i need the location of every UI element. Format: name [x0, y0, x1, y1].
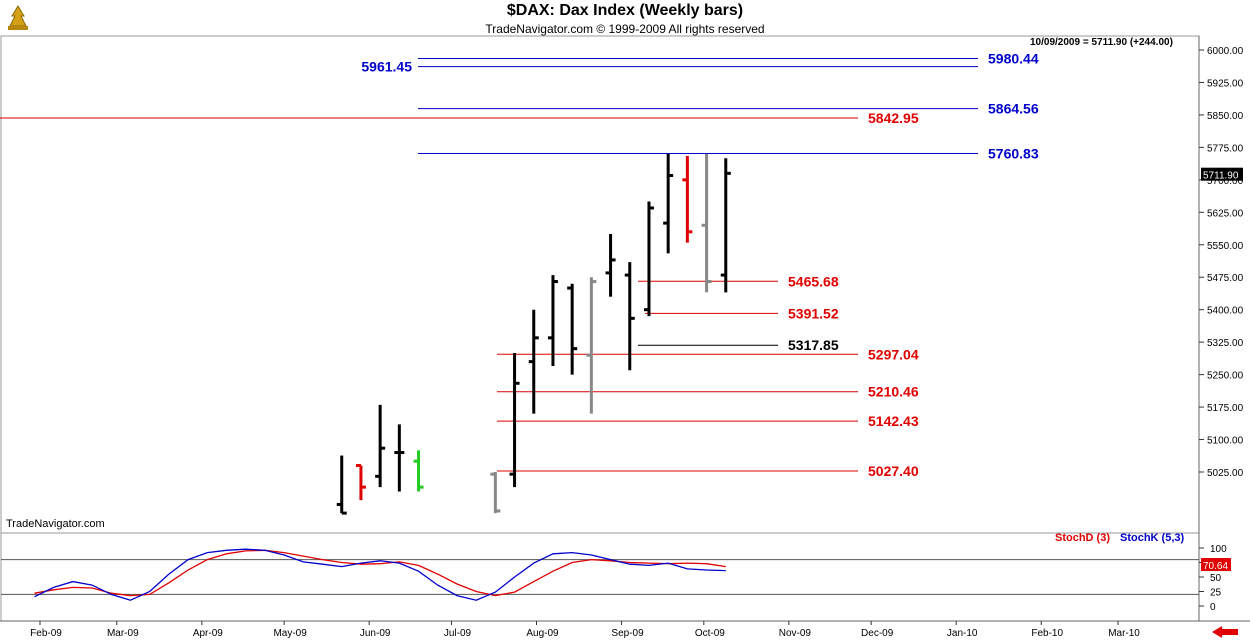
time-tick-label: Jun-09 — [360, 628, 391, 639]
price-tick-label: 5925.00 — [1207, 78, 1244, 89]
level-label: 5391.52 — [788, 305, 839, 321]
ohlc-bar — [605, 233, 616, 297]
ohlc-bar — [375, 404, 386, 488]
level-label: 5317.85 — [788, 337, 839, 353]
time-tick-label: Jan-10 — [947, 628, 978, 639]
time-tick-label: Jul-09 — [444, 628, 472, 639]
chart-subtitle: TradeNavigator.com © 1999-2009 All right… — [485, 22, 765, 36]
time-tick-label: Nov-09 — [779, 628, 812, 639]
ohlc-bar — [509, 352, 520, 488]
time-tick-label: Feb-10 — [1031, 628, 1063, 639]
time-tick-label: May-09 — [273, 628, 307, 639]
stoch-tick-label: 100 — [1210, 544, 1227, 555]
level-label: 5864.56 — [988, 101, 1039, 117]
ohlc-bar — [490, 472, 501, 514]
price-tick-label: 5775.00 — [1207, 143, 1244, 154]
level-label: 5980.44 — [988, 50, 1039, 66]
price-axis[interactable]: 6000.00 5925.00 5850.00 5775.00 5700.00 5625.… — [1199, 46, 1244, 479]
time-tick-label: Mar-09 — [107, 628, 139, 639]
price-tick-label: 5025.00 — [1207, 468, 1244, 479]
stochastic-panel: 100755025070.64 — [1, 544, 1231, 613]
main-plot-frame — [0, 35, 1200, 534]
ohlc-bar — [624, 262, 635, 371]
price-tick-label: 5325.00 — [1207, 338, 1244, 349]
price-tick-label: 5700.00 — [1207, 176, 1244, 187]
stoch-tick-label: 0 — [1210, 602, 1216, 613]
stoch-tick-label: 50 — [1210, 573, 1222, 584]
level-label: 5842.95 — [868, 110, 919, 126]
price-tick-label: 5550.00 — [1207, 241, 1244, 252]
time-tick-label: Oct-09 — [695, 628, 725, 639]
time-tick-label: Aug-09 — [526, 628, 559, 639]
time-tick-label: Feb-09 — [30, 628, 62, 639]
price-tick-label: 5850.00 — [1207, 111, 1244, 122]
stoch-last-value-label: 70.64 — [1203, 561, 1228, 572]
price-tick-label: 5400.00 — [1207, 306, 1244, 317]
ohlc-bar — [336, 455, 347, 515]
price-tick-label: 5175.00 — [1207, 403, 1244, 414]
scroll-left-arrow-icon[interactable] — [1210, 625, 1240, 639]
level-label: 5465.68 — [788, 273, 839, 289]
indicator-plot-frame — [0, 532, 1200, 622]
legend-stochd: StochD (3) — [1055, 532, 1110, 544]
time-tick-label: Sep-09 — [611, 628, 644, 639]
ohlc-bar — [394, 424, 405, 492]
legend-stochk: StochK (5,3) — [1120, 532, 1185, 544]
ohlc-bar — [567, 283, 578, 375]
price-tick-label: 5250.00 — [1207, 371, 1244, 382]
price-tick-label: 5100.00 — [1207, 436, 1244, 447]
trade-navigator-logo-icon[interactable] — [4, 4, 32, 32]
ohlc-bar — [413, 450, 424, 492]
ohlc-bar — [528, 309, 539, 414]
ohlc-bar — [663, 153, 674, 254]
time-tick-label: Apr-09 — [193, 628, 223, 639]
ohlc-bar — [586, 277, 597, 414]
time-axis[interactable]: Feb-09 Mar-09 Apr-09 May-09 Jun-09 Jul-09 Aug-… — [30, 621, 1140, 639]
level-lines: 5980.44 5961.45 5864.56 5842.95 5760.83 5465.… — [0, 50, 1039, 479]
price-tick-label: 5625.00 — [1207, 208, 1244, 219]
last-price-label: 5711.90 — [1203, 171, 1239, 182]
ohlc-bar — [682, 156, 693, 243]
stoch-series-line — [34, 549, 726, 597]
level-label: 5142.43 — [868, 413, 919, 429]
stoch-series-line — [34, 548, 726, 601]
level-label: 5210.46 — [868, 384, 919, 400]
ohlc-bars — [336, 153, 731, 515]
ohlc-bar — [720, 158, 731, 293]
last-price-box — [1201, 167, 1243, 181]
stoch-last-value-box — [1201, 558, 1231, 572]
time-tick-label: Dec-09 — [861, 628, 894, 639]
level-label: 5760.83 — [988, 146, 1039, 162]
level-label: 5961.45 — [361, 59, 412, 75]
level-label: 5297.04 — [868, 346, 919, 362]
ohlc-bar — [355, 464, 366, 501]
watermark-label: TradeNavigator.com — [6, 518, 105, 530]
ohlc-bar — [643, 201, 654, 317]
time-tick-label: Mar-10 — [1108, 628, 1140, 639]
price-tick-label: 5475.00 — [1207, 273, 1244, 284]
ohlc-bar — [547, 275, 558, 366]
ohlc-bar — [701, 153, 712, 293]
chart-title: $DAX: Dax Index (Weekly bars) — [506, 2, 744, 19]
price-tick-label: 6000.00 — [1207, 46, 1244, 57]
last-bar-readout: 10/09/2009 = 5711.90 (+244.00) — [1030, 37, 1173, 48]
stoch-tick-label: 25 — [1210, 588, 1222, 599]
level-label: 5027.40 — [868, 463, 919, 479]
